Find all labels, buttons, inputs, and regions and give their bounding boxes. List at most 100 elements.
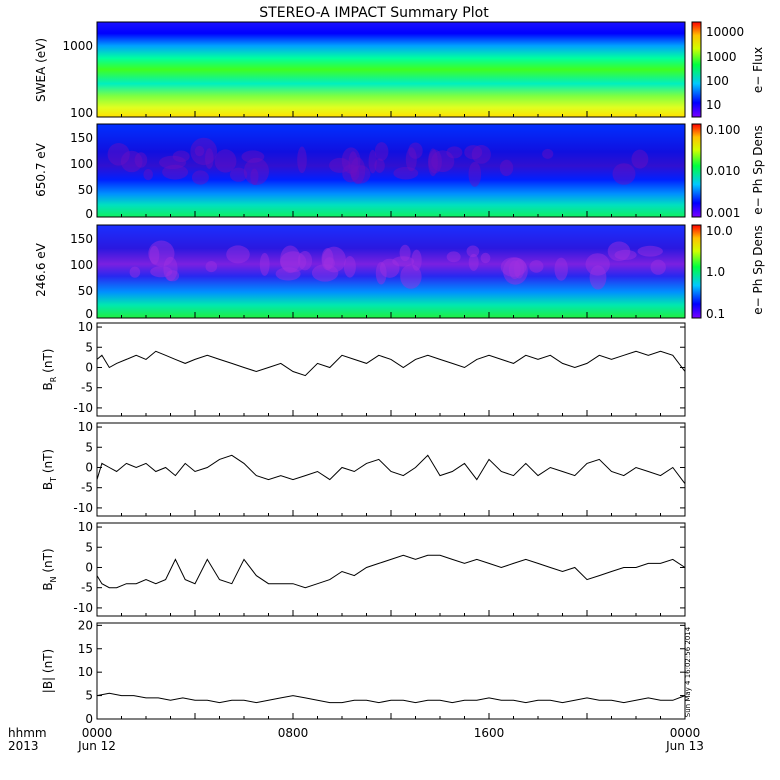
spectrogram-blob xyxy=(350,165,371,184)
magnetic-field-panels: 10 5 0 -5 -10 BR (nT) 10 5 0 -5 -10 BT (nT) 10 5 0 -5 -1… xyxy=(41,320,686,726)
bn-panel: 10 5 0 -5 -10 BN (nT) xyxy=(41,520,686,617)
br-ylabel-sub: R xyxy=(49,376,58,382)
spectrogram-blob xyxy=(350,157,366,185)
br-ytick-label: -10 xyxy=(73,401,93,415)
spectrogram-blob xyxy=(428,148,438,177)
br-series-line xyxy=(96,350,686,377)
spectrogram-blob xyxy=(585,253,610,276)
spectrogram-blob xyxy=(329,157,351,173)
bn-ylabel-unit: (nT) xyxy=(41,548,55,576)
spectrogram-blob xyxy=(229,167,248,182)
bn-series-line xyxy=(96,554,686,589)
spectrogram-blob xyxy=(250,168,259,185)
spectrogram-blob xyxy=(348,151,359,178)
spectrogram-blob xyxy=(392,256,415,267)
pad650-cb-label: e− Ph Sp Dens xyxy=(751,125,765,214)
spectrogram-blob xyxy=(205,148,214,169)
spectrogram-blob xyxy=(322,246,346,273)
br-ylabel: BR (nT) xyxy=(41,349,58,391)
br-ylabel-unit: (nT) xyxy=(41,349,55,377)
bt-frame xyxy=(96,422,686,517)
time-corner-label-1: hhmm xyxy=(8,726,47,740)
spectrogram-blob xyxy=(275,267,301,281)
spectrogram-blob xyxy=(508,260,521,280)
bt-ytick-label: 5 xyxy=(85,440,93,454)
spectrogram-blob xyxy=(321,248,334,271)
spectrogram-blob xyxy=(408,142,423,159)
spectrogram-blob xyxy=(514,259,525,279)
swea-cb-tick-10: 10 xyxy=(706,98,721,112)
time-tick-label: 0800 xyxy=(278,726,309,740)
bn-ytick-label: -10 xyxy=(73,601,93,615)
pad246-panel: 246.6 eV 150 100 50 0 10.0 1.0 0.1 e− Ph… xyxy=(34,224,765,321)
pad246-ytick-50: 50 xyxy=(78,284,93,298)
pad246-spectrogram xyxy=(97,225,685,318)
spectrogram-blob xyxy=(279,251,307,273)
pad650-colorbar xyxy=(691,123,702,218)
br-ytick-label: -5 xyxy=(81,381,93,395)
spectrogram-blob xyxy=(500,257,527,277)
plot-title: STEREO-A IMPACT Summary Plot xyxy=(259,5,489,21)
spectrogram-blob xyxy=(166,270,180,282)
pad650-cb-tick-mid: 0.010 xyxy=(706,164,740,178)
swea-ylabel: SWEA (eV) xyxy=(34,38,48,102)
bmag-series-line xyxy=(96,692,686,704)
br-ytick-label: 10 xyxy=(78,320,93,334)
time-tick-date: Jun 13 xyxy=(665,739,704,753)
pad246-ylabel: 246.6 eV xyxy=(34,242,48,297)
spectrogram-blob xyxy=(499,159,514,177)
pad650-ytick-100: 100 xyxy=(70,157,93,171)
bmag-ytick-label: 10 xyxy=(78,665,93,679)
spectrogram-blob xyxy=(446,251,461,263)
pad650-cb-tick-bot: 0.001 xyxy=(706,206,740,220)
spectrogram-blob xyxy=(311,264,339,282)
spectrogram-blob xyxy=(368,149,377,174)
bt-ytick-label: -5 xyxy=(81,481,93,495)
spectrogram-blob xyxy=(466,245,480,258)
pad246-colorbar xyxy=(691,224,702,319)
bn-ytick-label: 10 xyxy=(78,520,93,534)
spectrogram-blob xyxy=(637,245,663,257)
swea-ytick-1000: 1000 xyxy=(62,39,93,53)
spectrogram-blob xyxy=(471,145,491,164)
spectrogram-blob xyxy=(468,253,479,271)
bt-ytick-label: 10 xyxy=(78,420,93,434)
pad650-ytick-50: 50 xyxy=(78,183,93,197)
bn-ylabel-sub: N xyxy=(49,576,58,582)
spectrogram-blob xyxy=(468,161,482,187)
spectrogram-blob xyxy=(554,257,568,281)
spectrogram-blob xyxy=(379,258,400,278)
spectrogram-blob xyxy=(400,264,422,289)
pad650-ytick-0: 0 xyxy=(85,207,93,221)
spectrogram-blob xyxy=(529,260,544,273)
br-panel: 10 5 0 -5 -10 BR (nT) xyxy=(41,320,686,417)
spectrogram-blob xyxy=(107,143,130,166)
spectrogram-blob xyxy=(190,137,218,166)
spectrogram-blob xyxy=(612,163,636,185)
pad650-ylabel: 650.7 eV xyxy=(34,142,48,197)
pad650-spectrogram xyxy=(97,124,685,217)
spectrogram-blob xyxy=(343,255,356,278)
swea-panel: SWEA (eV) 1000 100 10000 1000 100 10 e− … xyxy=(34,21,765,120)
spectrogram-blob xyxy=(650,259,666,275)
spectrogram-blob xyxy=(431,150,455,173)
spectrogram-blob xyxy=(323,257,335,269)
spectrogram-blob xyxy=(243,157,269,186)
pad650-ytick-150: 150 xyxy=(70,131,93,145)
swea-cb-label: e− Flux xyxy=(751,47,765,93)
bn-ytick-label: 5 xyxy=(85,540,93,554)
spectrogram-blob xyxy=(120,150,143,173)
spectrogram-blob xyxy=(148,240,175,267)
bt-panel: 10 5 0 -5 -10 BT (nT) xyxy=(41,420,686,517)
pad246-ytick-150: 150 xyxy=(70,232,93,246)
spectrogram-blob xyxy=(342,164,360,183)
spectrogram-blob xyxy=(241,150,265,163)
br-ytick-label: 5 xyxy=(85,340,93,354)
spectrogram-blob xyxy=(163,256,178,282)
bn-frame xyxy=(96,522,686,617)
swea-ytick-100: 100 xyxy=(70,106,93,120)
spectrogram-blob xyxy=(297,146,307,174)
pad246-ytick-100: 100 xyxy=(70,258,93,272)
spectrogram-blob xyxy=(280,245,301,274)
